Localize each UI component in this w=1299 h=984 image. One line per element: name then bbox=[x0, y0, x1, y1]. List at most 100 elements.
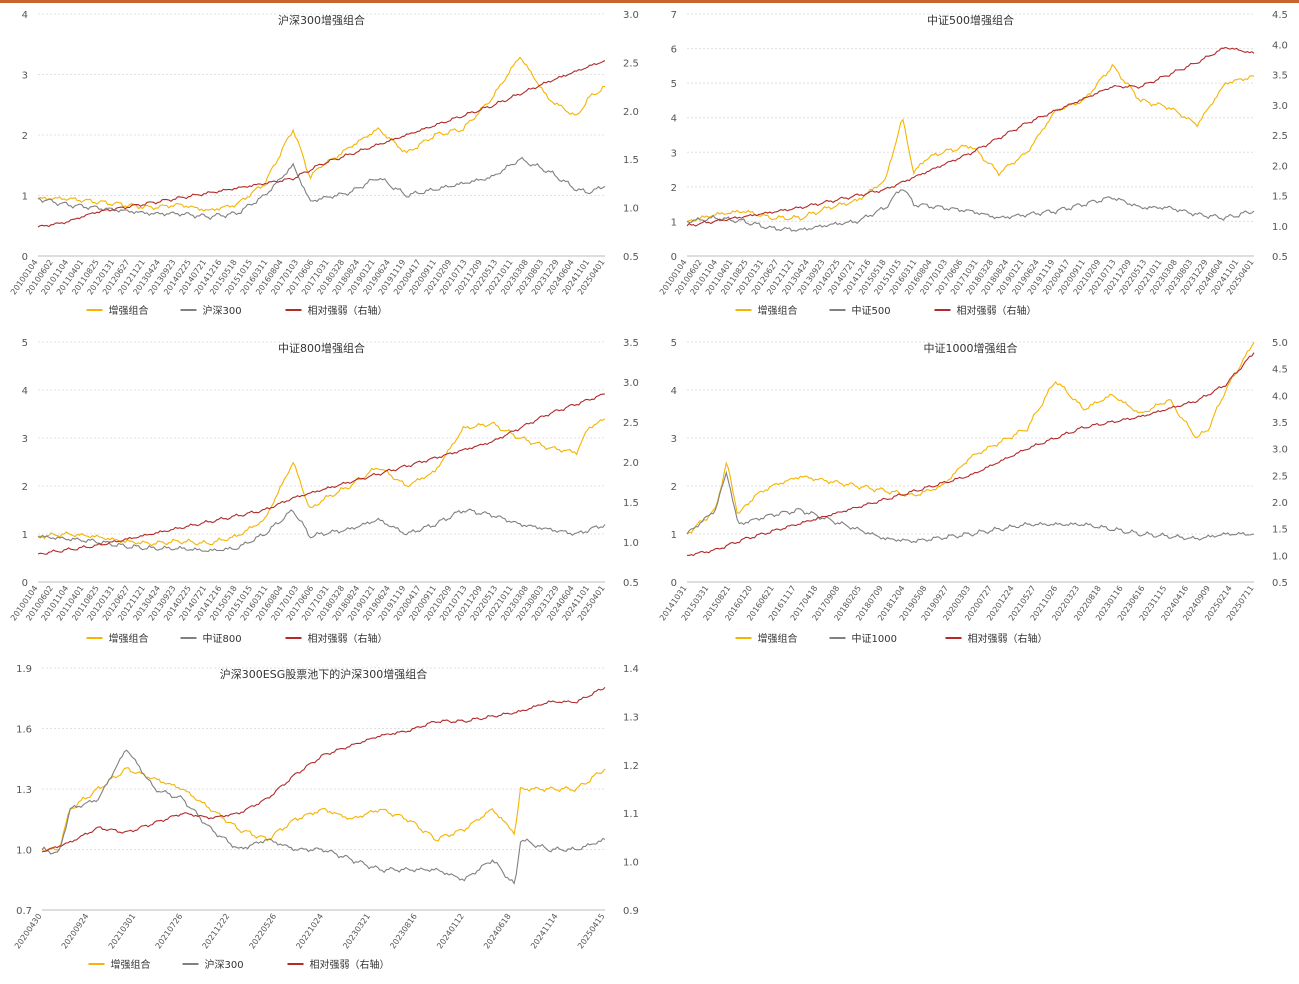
y-tick-label: 3 bbox=[671, 148, 677, 159]
chart-zz500-enhanced: 中证500增强组合012345670.51.01.52.02.53.03.54.… bbox=[658, 10, 1288, 317]
y-tick-label: 4 bbox=[22, 10, 28, 21]
y-tick-label: 4 bbox=[22, 386, 28, 397]
legend-label: 相对强弱（右轴） bbox=[310, 958, 390, 971]
y2-tick-label: 1.4 bbox=[623, 664, 639, 675]
y2-tick-label: 4.0 bbox=[1272, 391, 1288, 402]
series-line-index bbox=[37, 156, 606, 221]
legend-label: 增强组合 bbox=[109, 632, 149, 645]
y-tick-label: 6 bbox=[671, 45, 677, 56]
y2-tick-label: 0.5 bbox=[623, 252, 639, 263]
y2-tick-label: 0.9 bbox=[623, 906, 639, 917]
y2-tick-label: 3.0 bbox=[623, 10, 639, 21]
x-tick-label: 20200924 bbox=[60, 912, 91, 951]
top-accent-line bbox=[0, 0, 1299, 3]
x-tick-label: 20210726 bbox=[154, 912, 185, 951]
legend-label: 中证800 bbox=[203, 632, 242, 645]
x-tick-label: 20240112 bbox=[435, 912, 466, 951]
x-tick-label: 20210301 bbox=[107, 912, 138, 951]
y2-tick-label: 1.2 bbox=[623, 761, 639, 772]
legend-label: 增强组合 bbox=[758, 304, 798, 317]
y2-tick-label: 5.0 bbox=[1272, 338, 1288, 349]
legend-label: 相对强弱（右轴） bbox=[308, 304, 388, 317]
x-tick-label: 20250415 bbox=[576, 912, 607, 951]
y2-tick-label: 2.0 bbox=[623, 458, 639, 469]
x-tick-label: 20220526 bbox=[247, 912, 278, 951]
chart-title: 中证800增强组合 bbox=[278, 341, 365, 355]
series-line-relative bbox=[686, 46, 1255, 227]
x-tick-label: 20241114 bbox=[529, 912, 560, 951]
legend-label: 中证500 bbox=[852, 304, 891, 317]
y2-tick-label: 3.5 bbox=[1272, 71, 1288, 82]
y2-tick-label: 1.1 bbox=[623, 809, 639, 820]
x-tick-label: 20221024 bbox=[294, 912, 325, 951]
series-line-relative bbox=[37, 60, 606, 228]
y-tick-label: 3 bbox=[22, 434, 28, 445]
y2-tick-label: 1.5 bbox=[623, 498, 639, 509]
chart-title: 中证500增强组合 bbox=[927, 13, 1014, 27]
series-line-relative bbox=[686, 352, 1255, 557]
y-tick-label: 3 bbox=[22, 71, 28, 82]
series-line-index bbox=[37, 508, 606, 553]
series-line-enhanced bbox=[37, 56, 606, 212]
series-line-enhanced bbox=[41, 767, 606, 852]
legend-label: 增强组合 bbox=[758, 632, 798, 645]
y2-tick-label: 3.0 bbox=[1272, 445, 1288, 456]
y-tick-label: 0.7 bbox=[16, 906, 32, 917]
y-tick-label: 3 bbox=[671, 434, 677, 445]
series-line-index bbox=[686, 189, 1255, 232]
y2-tick-label: 2.5 bbox=[623, 58, 639, 69]
y2-tick-label: 3.5 bbox=[623, 338, 639, 349]
y-tick-label: 0 bbox=[22, 252, 28, 263]
x-tick-label: 20230816 bbox=[388, 912, 419, 951]
y2-tick-label: 1.0 bbox=[1272, 551, 1288, 562]
y2-tick-label: 3.0 bbox=[1272, 101, 1288, 112]
y-tick-label: 1 bbox=[671, 530, 677, 541]
y-tick-label: 1 bbox=[671, 217, 677, 228]
y2-tick-label: 0.5 bbox=[1272, 578, 1288, 589]
x-tick-label: 20240618 bbox=[482, 912, 513, 951]
y-tick-label: 2 bbox=[22, 482, 28, 493]
y2-tick-label: 1.0 bbox=[623, 858, 639, 869]
y2-tick-label: 2.5 bbox=[623, 418, 639, 429]
y2-tick-label: 2.5 bbox=[1272, 471, 1288, 482]
y2-tick-label: 0.5 bbox=[623, 578, 639, 589]
chart-title: 沪深300ESG股票池下的沪深300增强组合 bbox=[220, 667, 427, 681]
y2-tick-label: 0.5 bbox=[1272, 252, 1288, 263]
y2-tick-label: 1.5 bbox=[623, 155, 639, 166]
y-tick-label: 5 bbox=[671, 79, 677, 90]
legend-label: 增强组合 bbox=[111, 958, 151, 971]
y-tick-label: 1.3 bbox=[16, 785, 32, 796]
y-tick-label: 1.9 bbox=[16, 664, 32, 675]
y2-tick-label: 1.5 bbox=[1272, 192, 1288, 203]
y-tick-label: 0 bbox=[22, 578, 28, 589]
y2-tick-label: 2.0 bbox=[623, 107, 639, 118]
y-tick-label: 5 bbox=[671, 338, 677, 349]
y2-tick-label: 1.0 bbox=[623, 204, 639, 215]
y-tick-label: 0 bbox=[671, 578, 677, 589]
chart-hs300-enhanced: 沪深300增强组合012340.51.01.52.02.53.020100104… bbox=[9, 10, 639, 317]
y2-tick-label: 4.0 bbox=[1272, 40, 1288, 51]
series-line-enhanced bbox=[686, 63, 1255, 222]
chart-title: 沪深300增强组合 bbox=[278, 13, 365, 27]
y-tick-label: 2 bbox=[671, 482, 677, 493]
y-tick-label: 1 bbox=[22, 530, 28, 541]
y2-tick-label: 4.5 bbox=[1272, 10, 1288, 21]
legend-label: 沪深300 bbox=[205, 958, 244, 971]
series-line-enhanced bbox=[686, 341, 1255, 535]
y-tick-label: 1 bbox=[22, 192, 28, 203]
series-line-index bbox=[686, 470, 1255, 544]
series-line-index bbox=[41, 749, 606, 885]
y2-tick-label: 2.0 bbox=[1272, 161, 1288, 172]
y2-tick-label: 1.3 bbox=[623, 712, 639, 723]
y2-tick-label: 4.5 bbox=[1272, 365, 1288, 376]
series-line-relative bbox=[37, 393, 606, 555]
y2-tick-label: 1.0 bbox=[623, 538, 639, 549]
chart-hs300-esg-enhanced: 沪深300ESG股票池下的沪深300增强组合 0.7 1.0 1.3 1.6 1.9 0.9… bbox=[13, 664, 639, 971]
legend-label: 中证1000 bbox=[852, 632, 897, 645]
y2-tick-label: 3.0 bbox=[623, 378, 639, 389]
legend-label: 沪深300 bbox=[203, 304, 242, 317]
chart-zz800-enhanced: 中证800增强组合0123450.51.01.52.02.53.03.52010… bbox=[9, 338, 639, 645]
legend-label: 相对强弱（右轴） bbox=[957, 304, 1037, 317]
y-tick-label: 0 bbox=[671, 252, 677, 263]
legend-label: 相对强弱（右轴） bbox=[308, 632, 388, 645]
